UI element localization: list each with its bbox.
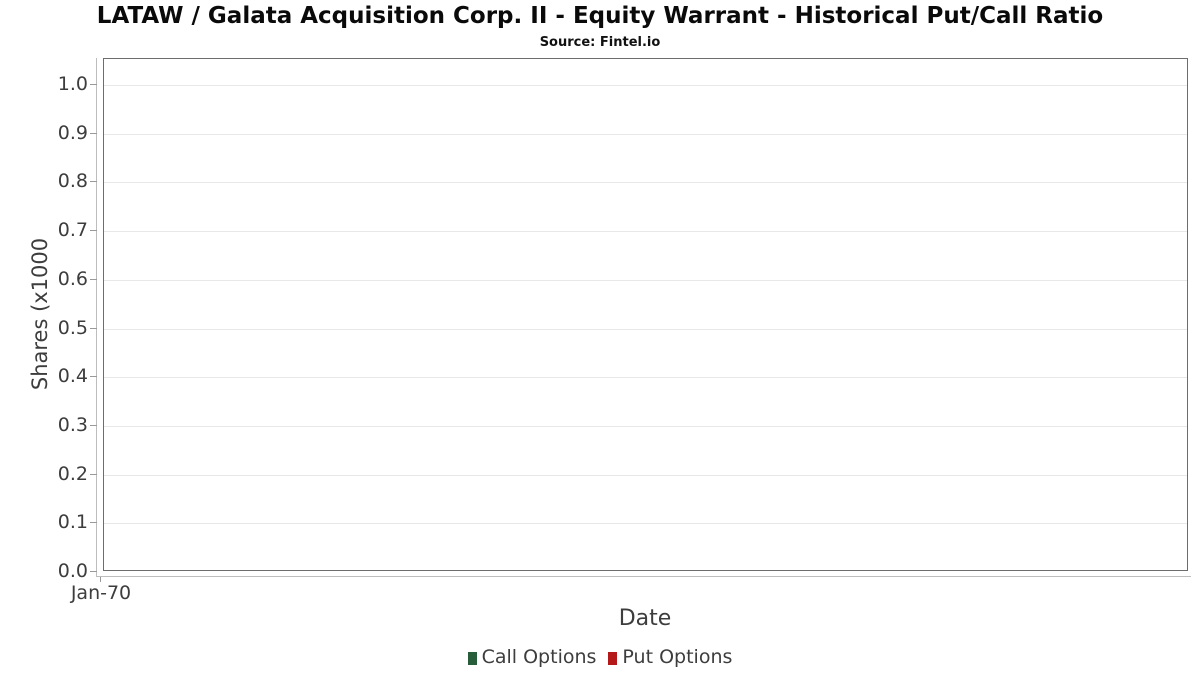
chart-subtitle: Source: Fintel.io bbox=[539, 35, 661, 50]
gridline bbox=[104, 425, 1187, 427]
y-axis-tick bbox=[90, 571, 97, 572]
gridline bbox=[104, 85, 1187, 86]
legend-item-call-options[interactable]: Call Options bbox=[467, 646, 597, 668]
plot-area bbox=[103, 58, 1188, 571]
y-axis-tick bbox=[90, 522, 97, 524]
gridline bbox=[104, 231, 1187, 233]
y-axis-tick bbox=[90, 424, 97, 426]
y-tick-label: 0.2 bbox=[57, 462, 88, 485]
x-tick-label: Jan-70 bbox=[70, 582, 132, 604]
legend-item-put-options[interactable]: Put Options bbox=[608, 646, 732, 668]
gridline bbox=[104, 279, 1187, 281]
legend-label: Put Options bbox=[622, 646, 733, 668]
x-axis-tick bbox=[100, 577, 101, 582]
y-axis-title: Shares (x1000 bbox=[28, 237, 52, 391]
chart-title: LATAW / Galata Acquisition Corp. II - Eq… bbox=[96, 3, 1104, 29]
y-tick-label: 0.5 bbox=[57, 316, 88, 339]
y-tick-label: 0.9 bbox=[57, 121, 88, 144]
y-axis-tick bbox=[90, 473, 97, 475]
legend-marker-icon bbox=[467, 651, 477, 665]
y-tick-label: 0.6 bbox=[57, 267, 88, 290]
gridline bbox=[104, 133, 1187, 135]
legend-label: Call Options bbox=[481, 646, 597, 668]
y-tick-label: 0.7 bbox=[57, 219, 88, 242]
y-axis-line bbox=[96, 58, 97, 576]
y-axis-tick bbox=[90, 84, 97, 85]
gridline bbox=[104, 523, 1187, 525]
x-axis-title: Date bbox=[618, 606, 672, 631]
legend-marker-icon bbox=[608, 651, 618, 665]
y-tick-label: 0.4 bbox=[57, 365, 88, 388]
gridline bbox=[104, 328, 1187, 330]
legend: Call Options Put Options bbox=[0, 646, 1200, 668]
y-tick-label: 0.0 bbox=[57, 560, 88, 582]
y-tick-label: 0.8 bbox=[57, 170, 88, 193]
y-axis-tick bbox=[90, 278, 97, 280]
y-axis-tick bbox=[90, 376, 97, 378]
x-axis-line bbox=[96, 576, 1191, 577]
y-tick-label: 1.0 bbox=[57, 73, 88, 95]
y-axis-tick bbox=[90, 230, 97, 232]
y-tick-label: 0.3 bbox=[57, 413, 88, 436]
y-axis-tick bbox=[90, 181, 97, 183]
gridline bbox=[104, 377, 1187, 379]
gridline bbox=[104, 182, 1187, 184]
y-tick-label: 0.1 bbox=[57, 511, 88, 534]
gridline bbox=[104, 474, 1187, 476]
y-axis-tick bbox=[90, 327, 97, 329]
y-axis-tick bbox=[90, 132, 97, 134]
